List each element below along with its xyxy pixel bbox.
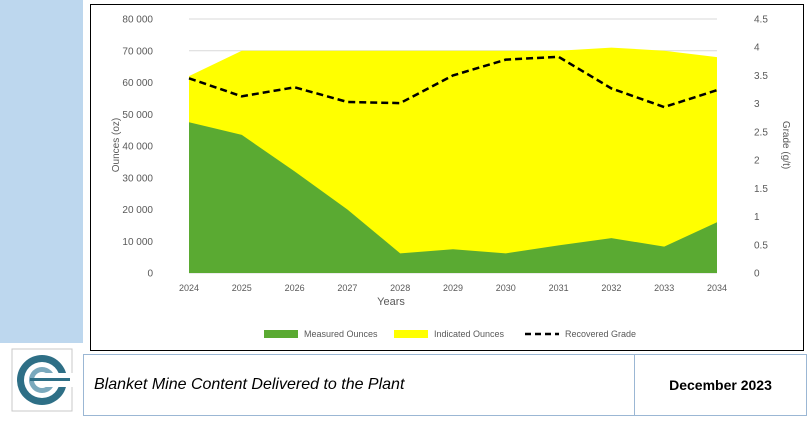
y-tick-label: 0: [147, 269, 153, 280]
x-tick-label: 2024: [179, 283, 199, 293]
y2-tick-label: 0.5: [754, 240, 768, 251]
legend-label-measured: Measured Ounces: [304, 329, 378, 339]
y2-tick-label: 2.5: [754, 127, 768, 138]
y-axis-ticks: 0 10 000 20 000 30 000 40 000 50 000 60 000 70 …: [122, 15, 153, 280]
y-axis-title: Ounces (oz): [111, 118, 122, 172]
y-tick-label: 50 000: [122, 110, 153, 121]
x-axis-title: Years: [377, 296, 405, 308]
y-tick-label: 20 000: [122, 205, 153, 216]
left-accent-band: [0, 0, 83, 343]
y2-tick-label: 4.5: [754, 15, 768, 26]
y-tick-label: 60 000: [122, 78, 153, 89]
x-tick-label: 2027: [337, 283, 357, 293]
x-tick-label: 2029: [443, 283, 463, 293]
y2-tick-label: 3: [754, 99, 760, 110]
y2-tick-label: 1.5: [754, 184, 768, 195]
legend-label-grade: Recovered Grade: [565, 329, 636, 339]
y2-tick-label: 4: [754, 43, 760, 54]
legend-label-indicated: Indicated Ounces: [434, 329, 505, 339]
legend-swatch-indicated: [394, 330, 428, 338]
y-tick-label: 40 000: [122, 142, 153, 153]
y2-axis-title: Grade (g/t): [780, 121, 791, 169]
x-tick-label: 2031: [549, 283, 569, 293]
x-tick-label: 2025: [232, 283, 252, 293]
y2-tick-label: 1: [754, 212, 760, 223]
y2-tick-label: 3.5: [754, 71, 768, 82]
y-tick-label: 80 000: [122, 15, 153, 26]
chart-frame: 0 10 000 20 000 30 000 40 000 50 000 60 000 70 …: [90, 4, 804, 351]
report-title: Blanket Mine Content Delivered to the Pl…: [84, 355, 635, 415]
legend-swatch-measured: [264, 330, 298, 338]
y-tick-label: 10 000: [122, 237, 153, 248]
footer-bar: Blanket Mine Content Delivered to the Pl…: [83, 354, 807, 416]
y2-tick-label: 0: [754, 269, 760, 280]
legend: Measured Ounces Indicated Ounces Recover…: [264, 329, 636, 339]
y-tick-label: 30 000: [122, 173, 153, 184]
y-tick-label: 70 000: [122, 46, 153, 57]
report-date: December 2023: [635, 355, 806, 415]
y2-axis-ticks: 0 0.5 1 1.5 2 2.5 3 3.5 4 4.5: [754, 15, 768, 280]
logo-icon: [0, 343, 83, 419]
x-tick-label: 2030: [496, 283, 516, 293]
x-tick-label: 2033: [654, 283, 674, 293]
x-tick-label: 2034: [707, 283, 727, 293]
ounces-grade-chart: 0 10 000 20 000 30 000 40 000 50 000 60 000 70 …: [91, 5, 802, 349]
x-tick-label: 2026: [285, 283, 305, 293]
x-axis-ticks: 2024 2025 2026 2027 2028 2029 2030 2031 2032 2033…: [179, 283, 727, 293]
x-tick-label: 2028: [390, 283, 410, 293]
y2-tick-label: 2: [754, 156, 760, 167]
x-tick-label: 2032: [601, 283, 621, 293]
company-logo: [0, 343, 83, 419]
